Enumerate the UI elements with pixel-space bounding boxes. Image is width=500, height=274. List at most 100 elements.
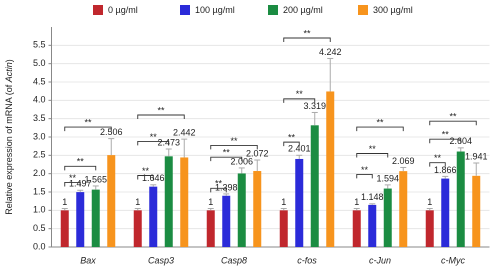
bar bbox=[60, 210, 69, 247]
value-label: 2.069 bbox=[392, 156, 415, 166]
error-bar bbox=[92, 185, 99, 190]
significance-label: ** bbox=[77, 157, 85, 167]
bar bbox=[237, 173, 246, 247]
value-label: 1 bbox=[354, 197, 359, 207]
significance-label: ** bbox=[142, 166, 150, 176]
error-bar bbox=[473, 162, 480, 176]
error-bar bbox=[108, 138, 115, 156]
x-tick-label: c-fos bbox=[297, 255, 317, 265]
y-tick-label: 2.0 bbox=[33, 168, 46, 178]
error-bar bbox=[369, 203, 376, 205]
significance-bracket bbox=[137, 114, 185, 119]
error-bar bbox=[384, 184, 391, 189]
value-label: 1 bbox=[135, 197, 140, 207]
error-bar bbox=[207, 208, 214, 211]
significance-bracket bbox=[64, 126, 112, 132]
error-bar bbox=[238, 167, 245, 174]
value-label: 2.442 bbox=[173, 128, 196, 138]
value-label: 1.594 bbox=[376, 173, 399, 183]
bar bbox=[253, 171, 262, 247]
bar bbox=[472, 175, 481, 247]
y-tick-label: 0.5 bbox=[33, 223, 46, 233]
x-tick-label: Casp3 bbox=[148, 255, 174, 265]
error-bar bbox=[61, 208, 68, 211]
y-axis-label: Relative expression of mRNA (of Actin) bbox=[4, 59, 14, 215]
error-bar bbox=[223, 193, 230, 196]
bar bbox=[279, 210, 288, 247]
legend-label: 200 µg/ml bbox=[283, 5, 323, 15]
significance-label: ** bbox=[442, 130, 450, 140]
bar bbox=[180, 157, 189, 247]
x-tick-label: Casp8 bbox=[221, 255, 247, 265]
value-label: 1.866 bbox=[434, 165, 457, 175]
value-label: 1 bbox=[208, 197, 213, 207]
significance-label: ** bbox=[361, 165, 369, 175]
significance-label: ** bbox=[449, 112, 457, 122]
significance-bracket bbox=[137, 175, 154, 180]
y-tick-label: 1.0 bbox=[33, 205, 46, 215]
significance-bracket bbox=[429, 120, 477, 126]
value-label: 2.506 bbox=[100, 127, 123, 137]
significance-label: ** bbox=[150, 132, 158, 142]
y-tick-label: 5.0 bbox=[33, 58, 46, 68]
value-label: 3.319 bbox=[303, 101, 326, 111]
error-bar bbox=[327, 57, 334, 92]
significance-label: ** bbox=[69, 173, 77, 183]
bar bbox=[222, 195, 231, 247]
error-bar bbox=[134, 208, 141, 211]
significance-label: ** bbox=[369, 144, 377, 154]
bar bbox=[91, 189, 100, 247]
significance-bracket bbox=[210, 187, 227, 193]
y-axis-label-part: Actin bbox=[4, 62, 14, 83]
error-bar bbox=[280, 208, 287, 211]
bar bbox=[441, 178, 450, 247]
bar bbox=[133, 210, 142, 247]
significance-label: ** bbox=[303, 28, 311, 38]
error-bar bbox=[150, 184, 157, 187]
x-tick-label: Bax bbox=[80, 255, 96, 265]
legend-swatch bbox=[358, 5, 368, 15]
value-label: 1.398 bbox=[215, 182, 238, 192]
significance-bracket bbox=[356, 173, 373, 179]
bar bbox=[399, 171, 408, 247]
value-label: 1 bbox=[427, 197, 432, 207]
error-bar bbox=[457, 147, 464, 152]
y-tick-label: 4.0 bbox=[33, 95, 46, 105]
value-label: 2.006 bbox=[230, 156, 253, 166]
error-bar bbox=[77, 189, 84, 193]
error-bar bbox=[442, 175, 449, 179]
bar bbox=[456, 151, 465, 247]
bar bbox=[149, 186, 158, 247]
error-bar bbox=[296, 154, 303, 159]
significance-bracket bbox=[210, 144, 258, 150]
y-tick-label: 3.5 bbox=[33, 113, 46, 123]
y-axis-label-part: Relative expression of mRNA (of bbox=[4, 82, 14, 215]
x-tick-label: c-Jun bbox=[369, 255, 391, 265]
bar bbox=[383, 188, 392, 247]
value-label: 2.401 bbox=[288, 144, 311, 154]
significance-label: ** bbox=[223, 148, 231, 158]
legend-label: 300 µg/ml bbox=[373, 5, 413, 15]
significance-label: ** bbox=[230, 136, 238, 146]
significance-label: ** bbox=[376, 117, 384, 127]
bar bbox=[368, 204, 377, 247]
significance-bracket bbox=[429, 162, 446, 167]
bar bbox=[206, 210, 215, 247]
bar bbox=[164, 156, 173, 247]
error-bar bbox=[353, 208, 360, 211]
value-label: 1 bbox=[281, 197, 286, 207]
y-tick-label: 0.0 bbox=[33, 241, 46, 251]
y-tick-label: 3.0 bbox=[33, 131, 46, 141]
significance-label: ** bbox=[288, 133, 296, 143]
significance-label: ** bbox=[296, 89, 304, 99]
value-label: 4.242 bbox=[319, 47, 342, 57]
y-tick-label: 1.5 bbox=[33, 186, 46, 196]
legend-swatch bbox=[180, 5, 190, 15]
significance-label: ** bbox=[84, 117, 92, 127]
significance-bracket bbox=[283, 141, 300, 147]
significance-label: ** bbox=[434, 153, 442, 163]
y-axis-label-part: ) bbox=[4, 59, 14, 62]
value-label: 1.148 bbox=[361, 192, 384, 202]
error-bar bbox=[254, 159, 261, 172]
